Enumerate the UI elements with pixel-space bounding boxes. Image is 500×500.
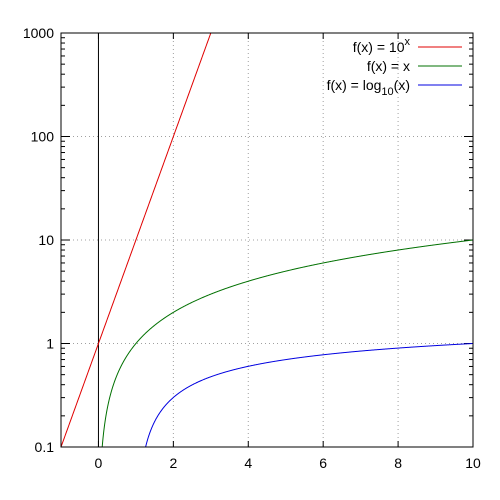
legend-label: f(x) = x	[367, 58, 410, 74]
legend-label-main: f(x) = 10	[353, 39, 405, 55]
legend-label-suffix: (x)	[394, 77, 410, 93]
y-tick-label: 100	[31, 129, 55, 145]
y-tick-label: 1	[46, 336, 54, 352]
x-tick-label: 10	[465, 455, 481, 471]
y-tick-label: 0.1	[35, 439, 55, 455]
legend-label-main: f(x) = log	[327, 77, 382, 93]
legend-label-main: f(x) = x	[367, 58, 410, 74]
y-tick-label: 1000	[23, 25, 54, 41]
legend-label: f(x) = 10x	[353, 36, 411, 55]
x-tick-label: 4	[244, 455, 252, 471]
tick-marks	[61, 32, 474, 448]
series-lines	[60, 33, 474, 448]
x-tick-labels: 0 2 4 6 8 10	[95, 455, 481, 471]
plot-border	[60, 32, 474, 448]
legend-label-superscript: x	[405, 36, 411, 48]
series-line-2	[145, 343, 474, 448]
legend-label-subscript: 10	[381, 86, 393, 98]
legend-label: f(x) = log10(x)	[327, 77, 410, 98]
y-tick-label: 10	[38, 232, 54, 248]
grid	[61, 32, 474, 448]
legend: f(x) = 10x f(x) = x f(x) = log10(x)	[327, 36, 462, 98]
x-tick-label: 6	[319, 455, 327, 471]
x-tick-label: 2	[169, 455, 177, 471]
x-tick-label: 0	[95, 455, 103, 471]
series-line-1	[101, 239, 474, 448]
series-line-0	[60, 33, 212, 448]
x-tick-label: 8	[394, 455, 402, 471]
y-tick-labels: 0.1 1 10 100 1000	[23, 25, 54, 455]
